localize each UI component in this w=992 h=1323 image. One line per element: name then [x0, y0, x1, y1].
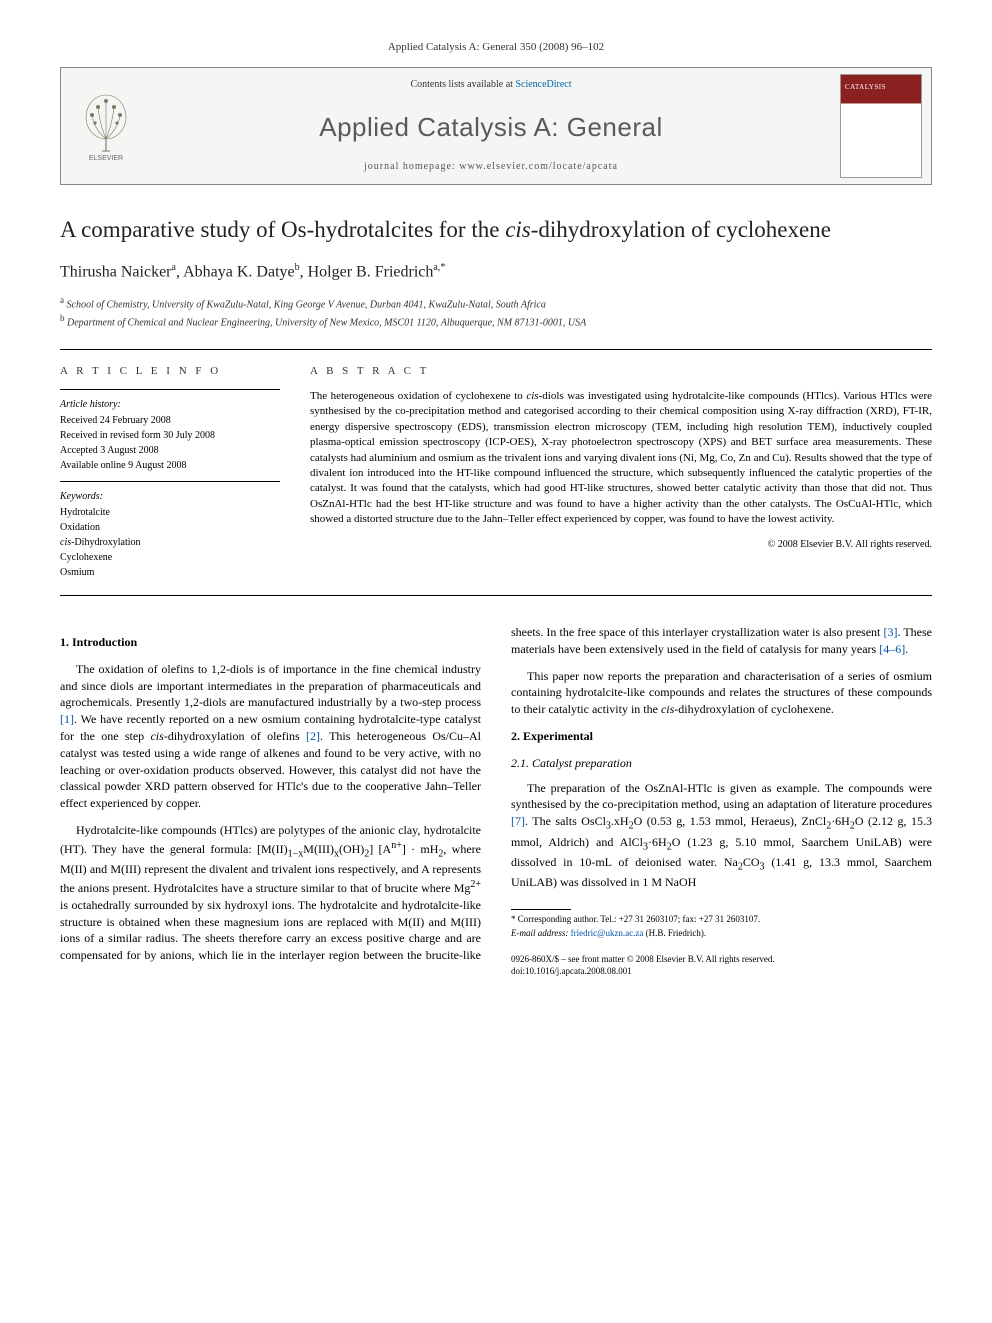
abstract-column: A B S T R A C T The heterogeneous oxidat… [310, 350, 932, 595]
email-footnote: E-mail address: friedric@ukzn.ac.za (H.B… [511, 928, 932, 940]
homepage-prefix: journal homepage: [364, 161, 459, 172]
homepage-line: journal homepage: www.elsevier.com/locat… [159, 160, 823, 174]
journal-banner: ELSEVIER Contents lists available at Sci… [60, 67, 932, 185]
keywords-label: Keywords: [60, 490, 280, 504]
contents-prefix: Contents lists available at [410, 79, 515, 90]
section-1-heading: 1. Introduction [60, 634, 481, 651]
corresponding-footnote: * Corresponding author. Tel.: +27 31 260… [511, 914, 932, 926]
author-3-aff: a,* [433, 262, 445, 273]
intro-para-3: This paper now reports the preparation a… [511, 668, 932, 718]
authors-line: Thirusha Naickera, Abhaya K. Datyeb, Hol… [60, 261, 932, 284]
keyword-5: Osmium [60, 566, 280, 580]
abstract-text: The heterogeneous oxidation of cyclohexe… [310, 389, 932, 528]
banner-center: Contents lists available at ScienceDirec… [151, 68, 831, 184]
info-abstract-row: A R T I C L E I N F O Article history: R… [60, 349, 932, 596]
cite-3[interactable]: [3] [883, 625, 897, 639]
abstract-heading: A B S T R A C T [310, 364, 932, 379]
article-info-column: A R T I C L E I N F O Article history: R… [60, 350, 280, 595]
article-title: A comparative study of Os-hydrotalcites … [60, 215, 932, 245]
title-part1: A comparative study of Os-hydrotalcites … [60, 217, 505, 242]
affiliations: a School of Chemistry, University of Kwa… [60, 294, 932, 331]
cite-1[interactable]: [1] [60, 712, 74, 726]
abstract-copyright: © 2008 Elsevier B.V. All rights reserved… [310, 538, 932, 552]
email-link[interactable]: friedric@ukzn.ac.za [571, 928, 644, 938]
keyword-4: Cyclohexene [60, 551, 280, 565]
author-3: Holger B. Friedrich [308, 264, 434, 281]
cite-7[interactable]: [7] [511, 814, 525, 828]
section-2-heading: 2. Experimental [511, 728, 932, 745]
section-2-1-heading: 2.1. Catalyst preparation [511, 755, 932, 772]
footnote-divider [511, 909, 571, 910]
author-1-aff: a [172, 262, 176, 273]
cite-4-6[interactable]: [4–6] [879, 642, 905, 656]
running-header: Applied Catalysis A: General 350 (2008) … [60, 40, 932, 55]
publisher-logo-block: ELSEVIER [61, 68, 151, 184]
title-part2: -dihydroxylation of cyclohexene [531, 217, 831, 242]
author-1: Thirusha Naicker [60, 264, 172, 281]
doi-line: doi:10.1016/j.apcata.2008.08.001 [511, 966, 932, 978]
journal-name: Applied Catalysis A: General [159, 109, 823, 145]
journal-cover-block [831, 68, 931, 184]
keyword-3: cis-Dihydroxylation [60, 536, 280, 550]
author-2: Abhaya K. Datye [183, 264, 295, 281]
body-columns: 1. Introduction The oxidation of olefins… [60, 624, 932, 978]
history-label: Article history: [60, 398, 280, 412]
issn-line: 0926-860X/$ – see front matter © 2008 El… [511, 954, 932, 966]
article-info-heading: A R T I C L E I N F O [60, 364, 280, 379]
footer-block: 0926-860X/$ – see front matter © 2008 El… [511, 954, 932, 978]
elsevier-tree-icon: ELSEVIER [76, 91, 136, 161]
history-revised: Received in revised form 30 July 2008 [60, 429, 280, 443]
intro-para-1: The oxidation of olefins to 1,2-diols is… [60, 661, 481, 812]
sciencedirect-link[interactable]: ScienceDirect [515, 79, 571, 90]
journal-cover-icon [840, 74, 922, 178]
exp-para-1: The preparation of the OsZnAl-HTlc is gi… [511, 780, 932, 892]
cite-2[interactable]: [2] [306, 729, 320, 743]
publisher-name: ELSEVIER [89, 155, 123, 161]
affiliation-a: a School of Chemistry, University of Kwa… [60, 294, 932, 312]
keyword-1: Hydrotalcite [60, 506, 280, 520]
affiliation-b: b Department of Chemical and Nuclear Eng… [60, 312, 932, 330]
history-accepted: Accepted 3 August 2008 [60, 444, 280, 458]
history-online: Available online 9 August 2008 [60, 459, 280, 473]
author-2-aff: b [295, 262, 300, 273]
keyword-2: Oxidation [60, 521, 280, 535]
contents-available-line: Contents lists available at ScienceDirec… [159, 78, 823, 92]
title-italic: cis [505, 217, 531, 242]
history-received: Received 24 February 2008 [60, 414, 280, 428]
homepage-url[interactable]: www.elsevier.com/locate/apcata [459, 161, 618, 172]
